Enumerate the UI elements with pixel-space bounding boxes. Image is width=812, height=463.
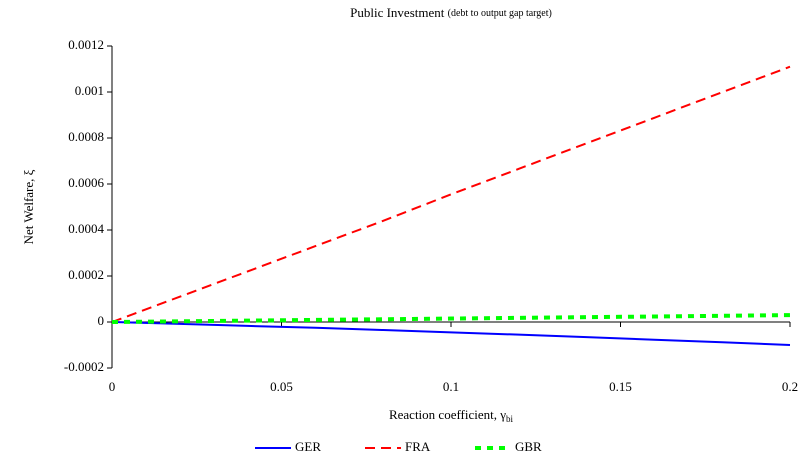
y-tick-label: 0.0002 (68, 267, 104, 282)
series-line (111, 313, 791, 324)
y-tick-label: 0.0004 (68, 221, 104, 236)
x-tick-label: 0.1 (443, 379, 459, 394)
x-label-sub: bi (506, 414, 514, 424)
y-tick-label: 0.0008 (68, 129, 104, 144)
x-axis-label: Reaction coefficient, γbi (389, 407, 514, 424)
legend-label: FRA (405, 439, 431, 454)
y-tick-label: 0.0012 (68, 37, 104, 52)
x-label-main: Reaction coefficient, γ (389, 407, 506, 422)
x-tick-label: 0.2 (782, 379, 798, 394)
x-tick-label: 0 (109, 379, 116, 394)
x-tick-label: 0.15 (609, 379, 632, 394)
chart-title: Public Investment (debt to output gap ta… (350, 5, 552, 20)
x-tick-label: 0.05 (270, 379, 293, 394)
series-line (111, 321, 791, 346)
y-tick-label: -0.0002 (64, 359, 104, 374)
series-line (111, 65, 791, 323)
y-axis-label: Net Welfare, ξ (21, 169, 36, 244)
y-tick-label: 0 (98, 313, 105, 328)
y-tick-label: 0.001 (75, 83, 104, 98)
legend-label: GER (295, 439, 321, 454)
y-tick-label: 0.0006 (68, 175, 104, 190)
title-sub: (debt to output gap target) (448, 8, 552, 19)
title-main: Public Investment (350, 5, 445, 20)
legend-label: GBR (515, 439, 542, 454)
